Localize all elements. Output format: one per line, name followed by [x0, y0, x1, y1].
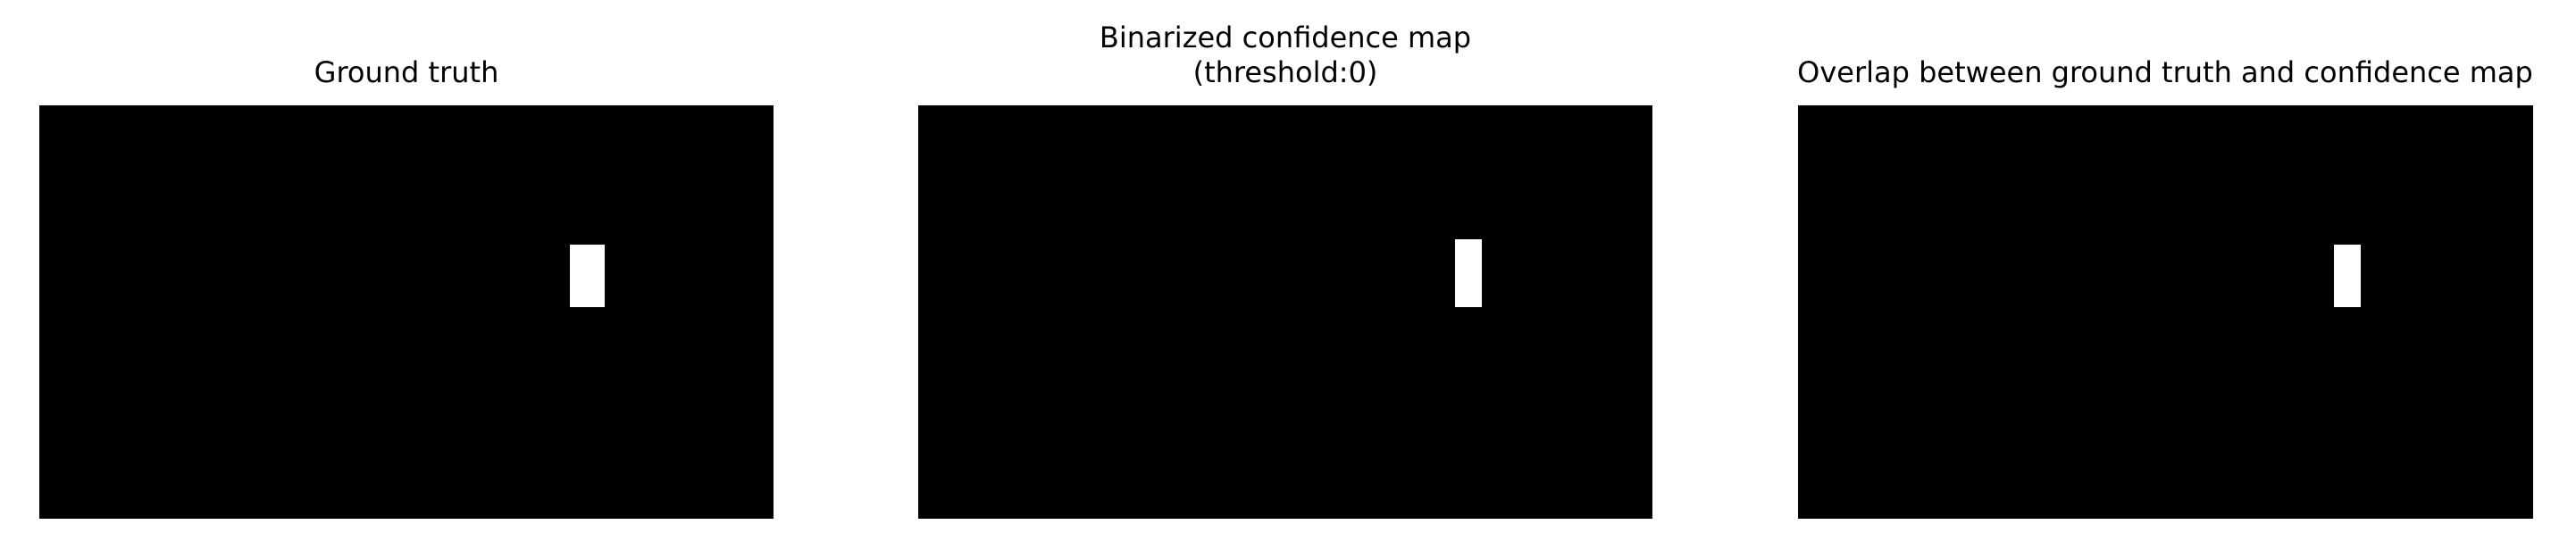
panel-subtitle: (threshold:0) [1193, 55, 1378, 89]
panel: Ground truth [39, 55, 774, 519]
panel-title: Overlap between ground truth and confide… [1797, 55, 2533, 89]
mask-image [918, 105, 1652, 519]
mask-region [570, 245, 605, 307]
mask-region [2334, 245, 2361, 307]
panel: Binarized confidence map (threshold:0) [918, 21, 1652, 519]
panel: Overlap between ground truth and confide… [1797, 55, 2533, 519]
mask-image [39, 105, 774, 519]
mask-region [1455, 239, 1482, 307]
mask-image [1798, 105, 2533, 519]
panel-title: Ground truth [314, 55, 499, 89]
panel-title: Binarized confidence map [1100, 21, 1471, 54]
